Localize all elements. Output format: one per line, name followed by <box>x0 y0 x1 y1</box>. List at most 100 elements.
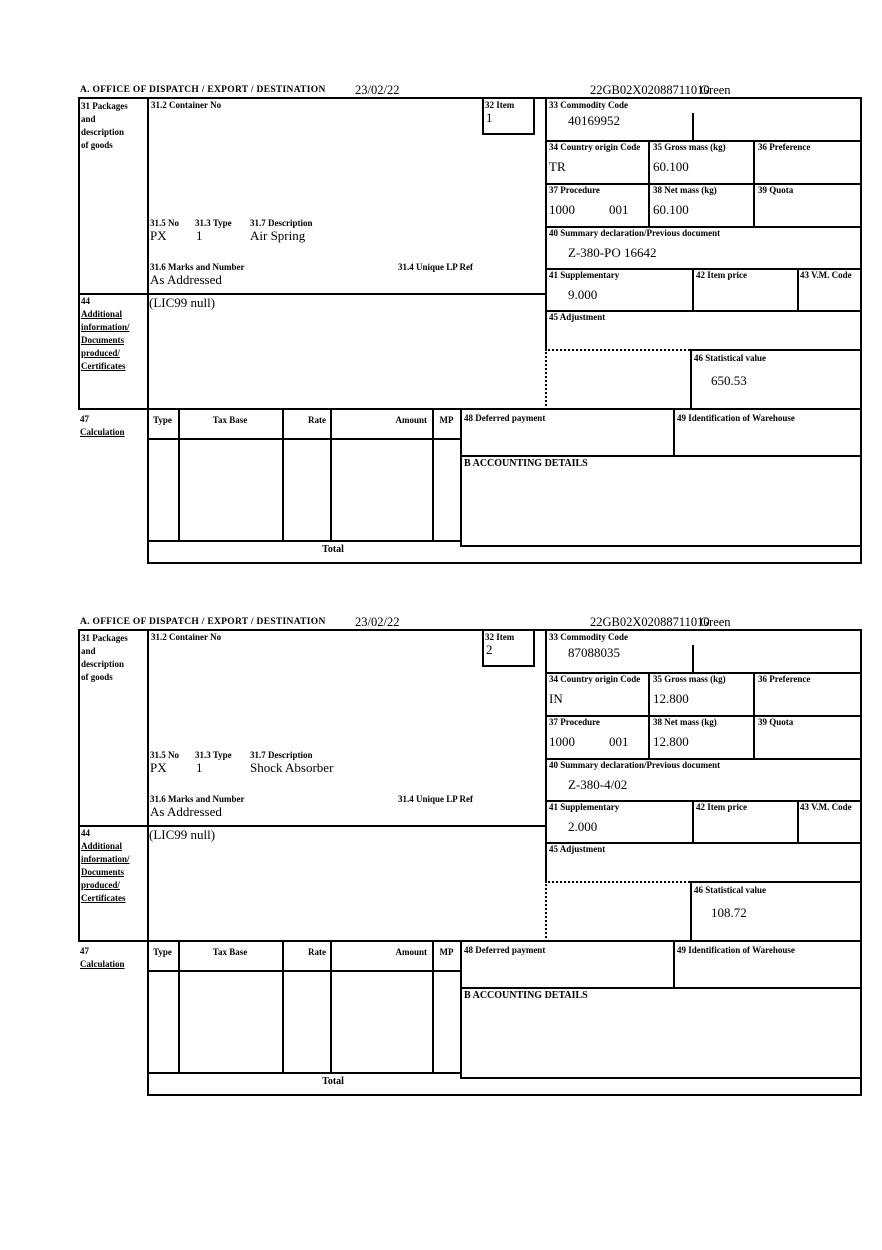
row-41-43-bottom-line <box>545 842 862 844</box>
col-divider-35-36 <box>753 672 755 758</box>
item-number-value: 1 <box>486 110 493 125</box>
box34-label: 34 Country origin Code <box>549 674 641 684</box>
box46-label: 46 Statistical value <box>694 353 766 363</box>
box32-item-box <box>482 629 535 667</box>
box35-label: 35 Gross mass (kg) <box>653 674 726 684</box>
box31-5-label: 31.5 No <box>150 218 179 228</box>
row-41-43-bottom-line <box>545 310 862 312</box>
box32-label: 32 Item <box>485 632 515 642</box>
box37-label: 37 Procedure <box>549 717 600 727</box>
box35-label: 35 Gross mass (kg) <box>653 142 726 152</box>
box31-label: 31 Packages and description of goods <box>81 633 128 682</box>
calc-col-type-divider <box>178 410 180 540</box>
divider-48-49 <box>673 942 675 987</box>
commodity-code-tick <box>692 645 694 672</box>
total-label: Total <box>322 1076 344 1087</box>
box31-5-label: 31.5 No <box>150 750 179 760</box>
col-divider-34-35 <box>648 140 650 226</box>
calc-col-amount-divider <box>432 410 434 540</box>
box32-item-box <box>482 97 535 135</box>
country-origin-value: IN <box>549 691 563 706</box>
calc-header-tax-base: Tax Base <box>212 415 248 425</box>
commodity-code-tick <box>692 113 694 140</box>
commodity-code-value: 40169952 <box>568 113 620 128</box>
box39-label: 39 Quota <box>758 185 794 195</box>
accounting-details-label: B ACCOUNTING DETAILS <box>464 458 588 469</box>
entry-number: 22GB02X02088711010 <box>590 615 710 629</box>
calc-header-rate: Rate <box>308 415 326 425</box>
procedure-value: 1000 <box>549 202 575 217</box>
lower-right-border <box>860 410 862 562</box>
procedure-additional-value: 001 <box>609 734 629 749</box>
col-divider-42-43 <box>797 268 799 310</box>
left-column-divider <box>147 629 149 942</box>
declaration-date: 23/02/22 <box>355 83 400 97</box>
box37-label: 37 Procedure <box>549 185 600 195</box>
form-outer-box <box>78 629 862 942</box>
customs-entry-form-item-1: A. OFFICE OF DISPATCH / EXPORT / DESTINA… <box>78 83 864 565</box>
box48-label: 48 Deferred payment <box>464 945 546 955</box>
calc-table-right-border <box>460 942 462 1077</box>
col-divider-41-42 <box>692 268 694 310</box>
net-mass-value: 60.100 <box>653 202 689 217</box>
accounting-bottom-line <box>460 1077 862 1079</box>
calc-header-bottom-line <box>147 438 460 440</box>
divider-48-49 <box>673 410 675 455</box>
box40-label: 40 Summary declaration/Previous document <box>549 760 721 770</box>
box31-3-label: 31.3 Type <box>195 218 232 228</box>
box31-2-label: 31.2 Container No <box>151 100 222 110</box>
accounting-bottom-line <box>460 545 862 547</box>
summary-declaration-value: Z-380-4/02 <box>568 777 628 792</box>
office-of-dispatch-label: A. OFFICE OF DISPATCH / EXPORT / DESTINA… <box>80 617 326 627</box>
box38-label: 38 Net mass (kg) <box>653 185 717 195</box>
calc-body-bottom-line <box>147 540 460 542</box>
box32-label: 32 Item <box>485 100 515 110</box>
box45-label: 45 Adjustment <box>549 312 606 322</box>
box41-label: 41 Supplementary <box>549 802 620 812</box>
calc-col-amount-divider <box>432 942 434 1072</box>
box43-label: 43 V.M. Code <box>800 270 852 280</box>
box33-bottom-line <box>545 140 862 142</box>
box44-label: 44 Additional information/ Documents pro… <box>81 296 130 371</box>
box45-label: 45 Adjustment <box>549 844 606 854</box>
calc-header-rate: Rate <box>308 947 326 957</box>
entry-number: 22GB02X02088711010 <box>590 83 710 97</box>
statistical-value: 108.72 <box>711 905 747 920</box>
box47-label: 47 Calculation <box>80 946 125 969</box>
box33-bottom-line <box>545 672 862 674</box>
customs-entry-form-item-2: A. OFFICE OF DISPATCH / EXPORT / DESTINA… <box>78 615 864 1097</box>
box44-divider <box>78 293 545 295</box>
box42-label: 42 Item price <box>696 802 747 812</box>
office-of-dispatch-label: A. OFFICE OF DISPATCH / EXPORT / DESTINA… <box>80 85 326 95</box>
routing-status: Green <box>700 615 731 629</box>
dotted-left-border <box>545 881 547 942</box>
calc-header-amount: Amount <box>395 947 427 957</box>
box31-6-label: 31.6 Marks and Number <box>150 794 245 804</box>
commodity-code-value: 87088035 <box>568 645 620 660</box>
net-mass-value: 12.800 <box>653 734 689 749</box>
accounting-details-label: B ACCOUNTING DETAILS <box>464 990 588 1001</box>
box44-divider <box>78 825 545 827</box>
box31-label: 31 Packages and description of goods <box>81 101 128 150</box>
box46-label: 46 Statistical value <box>694 885 766 895</box>
calc-header-mp: MP <box>439 947 454 957</box>
box31-4-label: 31.4 Unique LP Ref <box>398 794 474 804</box>
box46-box <box>690 881 862 942</box>
box42-label: 42 Item price <box>696 270 747 280</box>
calc-header-bottom-line <box>147 970 460 972</box>
package-no-value: PX <box>150 760 167 775</box>
lower-right-border <box>860 942 862 1094</box>
marks-and-number-value: As Addressed <box>150 272 222 287</box>
statistical-value: 650.53 <box>711 373 747 388</box>
gross-mass-value: 12.800 <box>653 691 689 706</box>
goods-description-value: Shock Absorber <box>250 760 334 775</box>
box34-label: 34 Country origin Code <box>549 142 641 152</box>
calc-col-rate-divider <box>330 410 332 540</box>
box36-label: 36 Preference <box>758 142 811 152</box>
col-divider-41-42 <box>692 800 694 842</box>
calc-header-type: Type <box>153 415 172 425</box>
box31-2-label: 31.2 Container No <box>151 632 222 642</box>
calc-col-taxbase-divider <box>282 942 284 1072</box>
additional-information-value: (LIC99 null) <box>149 827 216 842</box>
